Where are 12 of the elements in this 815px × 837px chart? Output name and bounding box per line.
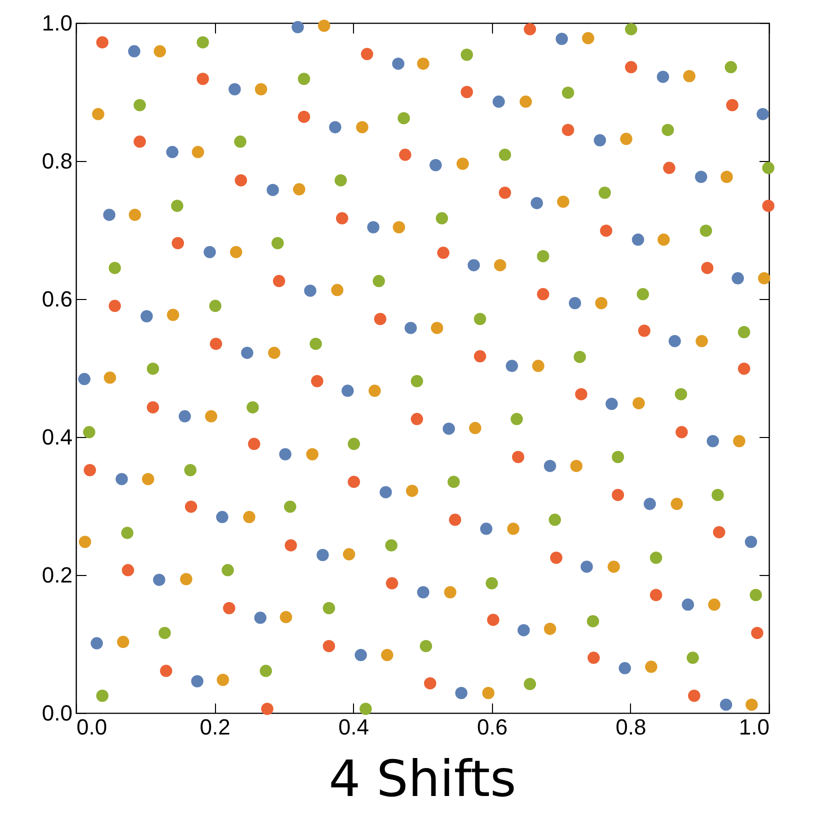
- y-tick-label: 0.6: [42, 286, 72, 312]
- x-tick-label: 0.8: [616, 714, 646, 740]
- y-tick-label: 0.4: [42, 424, 72, 450]
- x-tick-label: 0.0: [76, 714, 108, 740]
- y-tick-label: 0.8: [42, 148, 72, 174]
- text: 4 Shifts: [328, 750, 516, 808]
- x-tick-label: 0.4: [338, 714, 369, 740]
- y-tick-label: 0.2: [42, 562, 72, 588]
- y-tick-label: 1.0: [42, 10, 72, 36]
- x-tick-label: 1.0: [738, 714, 770, 740]
- x-tick-label: 0.2: [200, 714, 230, 740]
- x-tick-label: 0.6: [477, 714, 508, 740]
